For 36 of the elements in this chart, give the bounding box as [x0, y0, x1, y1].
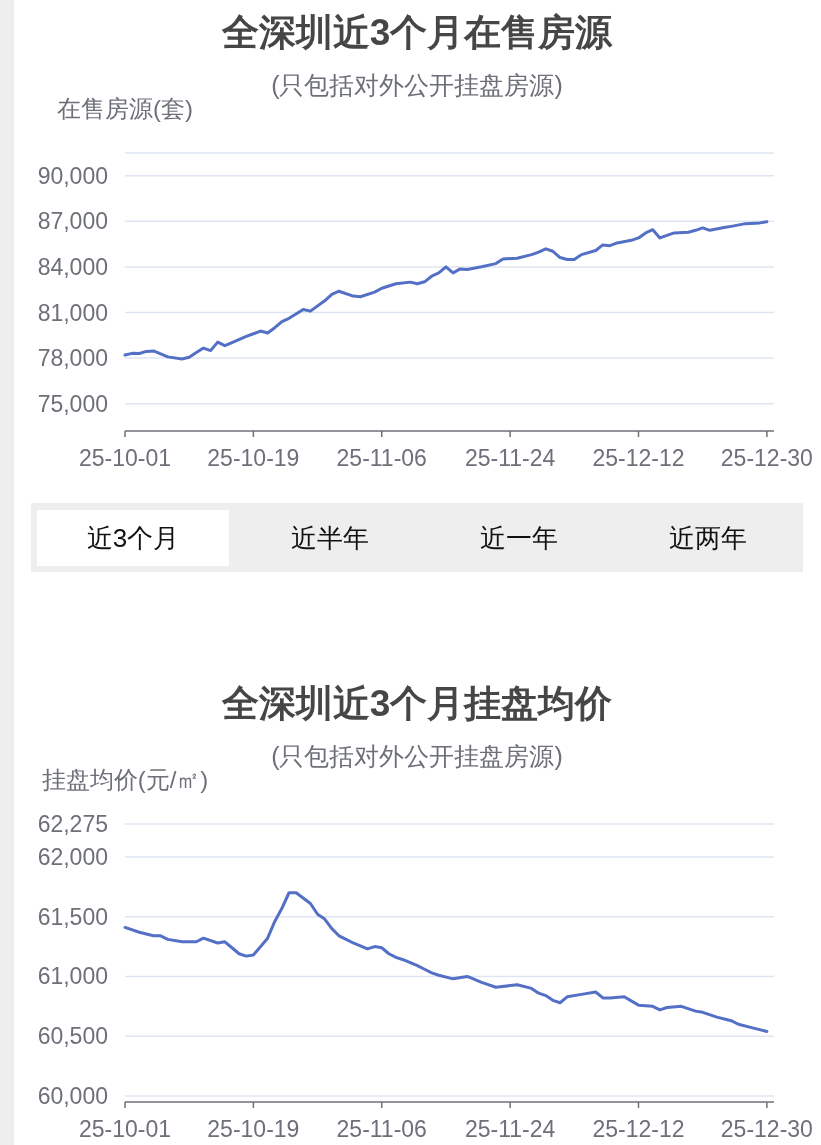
y-tick-label: 60,000	[37, 1083, 108, 1110]
y-tick-label: 61,500	[37, 903, 108, 930]
y-tick-label: 62,275	[37, 811, 108, 837]
x-tick-label: 25-10-01	[78, 1116, 172, 1142]
y-axis-title: 挂盘均价(元/㎡)	[41, 765, 209, 793]
y-tick-label: 62,000	[37, 843, 108, 870]
x-tick-label: 25-12-30	[720, 445, 813, 471]
chart-title: 全深圳近3个月挂盘均价	[220, 682, 613, 724]
x-tick-label: 25-10-01	[78, 445, 172, 471]
chart-subtitle: (只包括对外公开挂盘房源)	[271, 742, 563, 770]
x-tick-label: 25-11-24	[464, 1116, 556, 1142]
line-series	[123, 891, 769, 1033]
x-tick-label: 25-10-19	[207, 445, 300, 471]
chart-title: 全深圳近3个月在售房源	[220, 11, 614, 53]
y-tick-label: 84,000	[37, 253, 108, 280]
x-tick-label: 25-12-12	[592, 1116, 685, 1142]
chart-subtitle: (只包括对外公开挂盘房源)	[271, 71, 563, 99]
period-tab-selected: 近3个月	[37, 510, 229, 566]
line-series	[123, 220, 769, 361]
y-tick-label: 90,000	[37, 162, 108, 189]
y-tick-label: 87,000	[37, 208, 108, 235]
period-tab-label: 近半年	[290, 522, 369, 553]
x-tick-label: 25-11-06	[336, 1116, 427, 1142]
x-tick-label: 25-11-06	[336, 445, 427, 471]
x-tick-label: 25-10-19	[207, 1116, 300, 1142]
x-tick-label: 25-12-12	[592, 445, 685, 471]
y-tick-label: 75,000	[37, 390, 108, 417]
y-tick-label: 78,000	[37, 345, 108, 372]
y-axis-title: 在售房源(套)	[57, 94, 193, 122]
y-tick-label: 60,500	[37, 1023, 108, 1050]
period-tab-label: 近两年	[669, 522, 748, 553]
y-tick-label: 81,000	[37, 299, 108, 326]
x-tick-label: 25-11-24	[464, 445, 556, 471]
x-tick-label: 25-12-30	[720, 1116, 813, 1142]
period-tab-label: 近一年	[480, 522, 558, 553]
y-tick-label: 61,000	[37, 963, 108, 990]
